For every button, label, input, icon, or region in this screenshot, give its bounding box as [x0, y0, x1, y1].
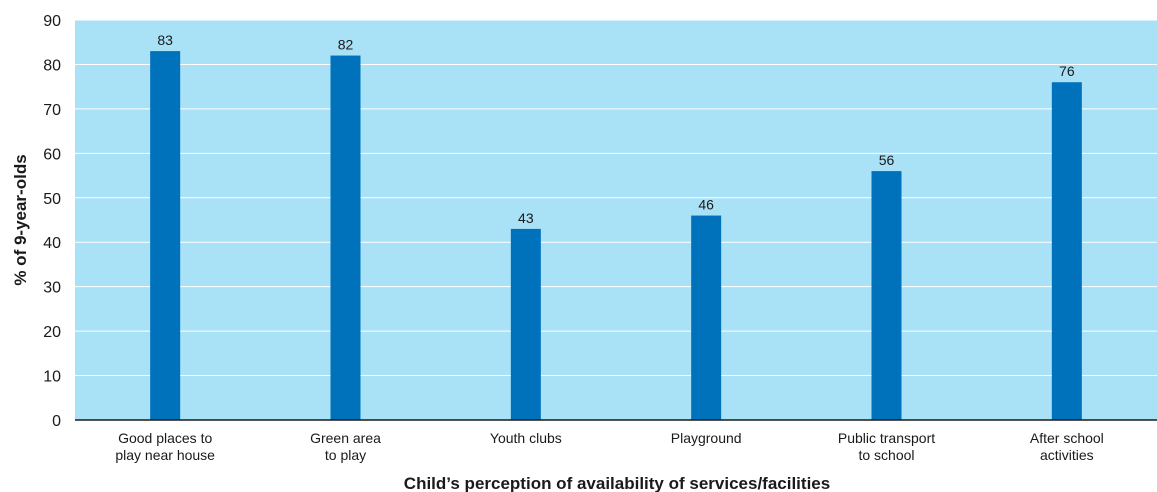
- x-category-label: Good places to play near house: [115, 430, 215, 463]
- y-tick-label: 50: [43, 191, 61, 208]
- bar: [871, 171, 902, 420]
- data-label: 83: [157, 32, 173, 48]
- y-tick-label: 30: [43, 280, 61, 297]
- data-label: 82: [338, 37, 354, 53]
- y-tick-label: 90: [43, 13, 61, 30]
- y-tick-label: 0: [52, 413, 61, 430]
- data-label: 56: [879, 152, 895, 168]
- gridlines: [75, 19, 1157, 377]
- y-tick-label: 80: [43, 57, 61, 74]
- bar: [691, 215, 722, 420]
- bars: [150, 51, 1082, 421]
- x-category-labels: Good places to play near house Green area t…: [115, 430, 1103, 463]
- y-tick-label: 10: [43, 369, 61, 386]
- bar: [510, 228, 541, 420]
- x-category-label: Public transport to school: [838, 430, 935, 463]
- data-label: 46: [698, 197, 714, 213]
- x-category-label: Green area to play: [310, 430, 381, 463]
- x-category-label: Youth clubs: [490, 430, 562, 446]
- y-tick-label: 60: [43, 146, 61, 163]
- bar: [330, 55, 361, 421]
- data-label: 76: [1059, 63, 1075, 79]
- y-tick-label: 70: [43, 102, 61, 119]
- data-label: 43: [518, 210, 534, 226]
- data-labels: 83 82 43 46 56 76: [157, 32, 1074, 226]
- bar: [1051, 82, 1082, 420]
- y-tick-label: 20: [43, 324, 61, 341]
- y-tick-label: 40: [43, 235, 61, 252]
- x-category-label: After school activities: [1030, 430, 1104, 463]
- bar: [150, 51, 181, 420]
- plot-background: [75, 20, 1157, 420]
- y-tick-labels: 0 10 20 30 40 50 60 70 80 90: [43, 13, 61, 430]
- x-axis-title: Child’s perception of availability of se…: [404, 474, 830, 492]
- x-category-label: Playground: [671, 430, 742, 446]
- y-axis-title: % of 9-year-olds: [11, 154, 30, 285]
